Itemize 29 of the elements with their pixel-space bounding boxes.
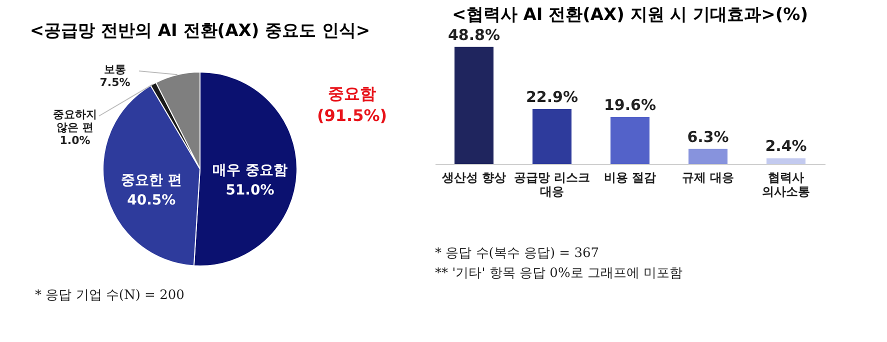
slice-label: 중요하지 않은 편: [53, 108, 97, 134]
bar: [454, 46, 494, 164]
bar: [532, 109, 572, 164]
text: ** '기타' 항목 응답 0%로 그래프에 미포함: [435, 266, 683, 281]
data-label: 51.0%: [226, 182, 274, 199]
text: * 응답 수(복수 응답) = 367: [435, 246, 600, 261]
x-tick-label: 규제 대응: [682, 170, 734, 184]
x-tick-label: 협력사 의사소통: [762, 170, 810, 198]
bar: [688, 148, 728, 164]
slice-label: 보통: [104, 63, 126, 76]
text: * 응답 기업 수(N) = 200: [35, 288, 184, 303]
data-label: 40.5%: [127, 192, 176, 209]
bar: [610, 116, 650, 164]
data-label: 22.9%: [526, 88, 578, 106]
data-label: 6.3%: [687, 128, 729, 146]
chart-title: <공급망 전반의 AI 전환(AX) 중요도 인식>: [30, 21, 370, 41]
chart-title: <협력사 AI 전환(AX) 지원 시 기대효과>(%): [452, 4, 808, 25]
text: 중요함 (91.5%): [316, 84, 388, 125]
data-label: 7.5%: [100, 76, 130, 89]
data-label: 2.4%: [765, 137, 807, 156]
data-label: 48.8%: [448, 26, 500, 44]
data-label: 19.6%: [604, 96, 656, 114]
x-tick-label: 생산성 향상: [440, 170, 506, 184]
x-tick-label: 공급망 리스크 대응: [514, 170, 590, 198]
slice-label: 매우 중요함: [212, 162, 288, 179]
slice-label: 중요한 편: [120, 172, 182, 189]
x-tick-label: 비용 절감: [604, 170, 656, 184]
bar: [766, 158, 806, 164]
data-label: 1.0%: [60, 134, 90, 147]
